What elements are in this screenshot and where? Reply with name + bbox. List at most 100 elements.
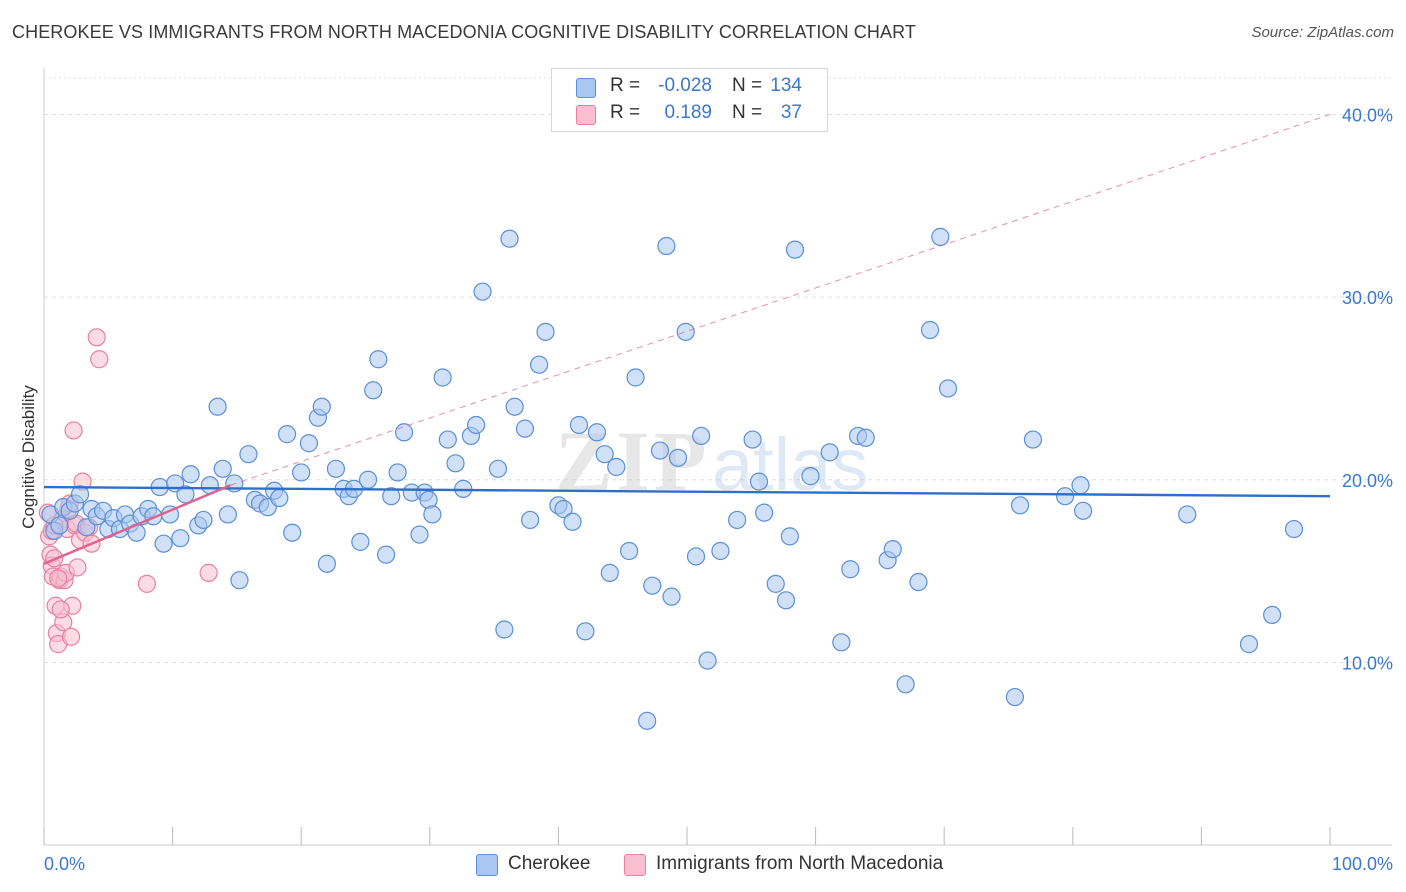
data-point-cherokee: [1071, 476, 1090, 495]
gridlines: [44, 77, 1392, 663]
data-point-cherokee: [317, 554, 337, 573]
data-point-cherokee: [554, 499, 573, 519]
data-point-cherokee: [607, 457, 626, 477]
data-point-cherokee: [208, 397, 227, 416]
data-point-north-macedonia: [51, 600, 70, 619]
n-label: N =: [732, 102, 763, 123]
north-macedonia-legend-swatch: [624, 854, 646, 876]
data-point-cherokee: [1239, 635, 1259, 654]
data-point-cherokee: [423, 505, 442, 524]
data-point-cherokee: [1073, 501, 1093, 520]
data-point-cherokee: [1005, 687, 1025, 707]
data-point-cherokee: [692, 426, 711, 446]
data-point-cherokee: [358, 470, 378, 489]
data-point-cherokee: [410, 525, 429, 544]
data-point-cherokee: [433, 368, 452, 387]
data-point-cherokee: [650, 441, 670, 460]
y-tick-label: 40.0%: [1342, 106, 1393, 126]
data-point-cherokee: [657, 236, 676, 256]
data-point-cherokee: [530, 355, 549, 374]
data-point-cherokee: [521, 510, 540, 530]
data-point-cherokee: [820, 443, 839, 462]
data-point-cherokee: [1023, 430, 1043, 449]
data-point-cherokee: [438, 430, 457, 449]
data-point-cherokee: [563, 512, 582, 531]
data-point-cherokee: [230, 571, 249, 590]
data-point-cherokee: [70, 485, 90, 504]
cherokee-legend-swatch: [476, 854, 498, 876]
data-point-cherokee: [626, 368, 645, 387]
data-point-cherokee: [896, 675, 915, 694]
data-point-cherokee: [194, 510, 213, 530]
data-point-cherokee: [369, 350, 388, 369]
trend-lines: [43, 114, 1331, 565]
data-point-cherokee: [277, 425, 297, 444]
data-point-north-macedonia: [61, 627, 81, 646]
data-point-cherokee: [466, 415, 486, 435]
data-point-cherokee: [213, 459, 232, 478]
data-point-north-macedonia: [137, 574, 156, 593]
data-point-cherokee: [676, 322, 695, 341]
r-label: R =: [610, 75, 641, 96]
data-point-cherokee: [728, 510, 747, 530]
data-point-cherokee: [376, 545, 396, 564]
data-point-cherokee: [668, 448, 688, 467]
north-macedonia-swatch: [576, 105, 596, 125]
data-point-cherokee: [780, 527, 799, 546]
data-point-cherokee: [218, 505, 237, 524]
r-label: R =: [610, 102, 641, 123]
n-value: 134: [770, 75, 802, 96]
data-point-cherokee: [171, 529, 190, 548]
chart-title: CHEROKEE VS IMMIGRANTS FROM NORTH MACEDO…: [12, 22, 916, 42]
data-point-cherokee: [181, 465, 200, 484]
data-point-cherokee: [856, 428, 875, 447]
data-point-cherokee: [1263, 605, 1282, 625]
data-point-cherokee: [576, 622, 595, 641]
data-point-cherokee: [785, 240, 805, 259]
data-point-cherokee: [388, 463, 407, 482]
y-tick-label: 20.0%: [1342, 471, 1393, 491]
data-point-cherokee: [711, 541, 730, 561]
data-point-cherokee: [50, 516, 69, 535]
data-point-cherokee: [883, 540, 902, 559]
data-point-cherokee: [326, 459, 346, 478]
data-point-cherokee: [1284, 519, 1304, 539]
north-macedonia-legend-label: Immigrants from North Macedonia: [656, 853, 944, 874]
correlation-legend: R = -0.028 N = 134 R = 0.189 N = 37: [551, 68, 828, 132]
x-tick-label: 0.0%: [44, 854, 85, 874]
data-point-cherokee: [292, 463, 311, 482]
cherokee-swatch: [576, 78, 596, 98]
data-point-cherokee: [154, 534, 173, 553]
data-point-cherokee: [500, 229, 519, 248]
data-point-cherokee: [686, 547, 706, 566]
data-point-cherokee: [620, 541, 639, 561]
data-point-cherokee: [382, 487, 401, 506]
data-point-north-macedonia: [87, 328, 106, 347]
data-point-cherokee: [587, 423, 607, 442]
x-tick-label: 100.0%: [1332, 854, 1393, 874]
data-point-cherokee: [351, 532, 370, 551]
data-point-cherokee: [931, 227, 950, 246]
data-point-cherokee: [841, 560, 860, 579]
data-point-cherokee: [920, 320, 940, 340]
data-point-cherokee: [801, 467, 820, 486]
data-point-cherokee: [1055, 487, 1075, 506]
data-point-cherokee: [938, 379, 958, 398]
data-point-cherokee: [312, 397, 331, 416]
data-point-cherokee: [569, 415, 589, 435]
data-point-cherokee: [515, 419, 535, 438]
data-point-cherokee: [283, 523, 302, 542]
data-point-cherokee: [755, 503, 774, 522]
data-point-cherokee: [364, 381, 383, 400]
data-point-cherokee: [1178, 505, 1197, 524]
n-value: 37: [780, 102, 802, 123]
data-point-cherokee: [495, 620, 514, 639]
data-point-cherokee: [505, 397, 524, 416]
data-point-cherokee: [595, 445, 614, 464]
cherokee-legend-label: Cherokee: [508, 853, 591, 874]
data-point-cherokee: [766, 574, 785, 593]
data-point-cherokee: [698, 651, 717, 670]
data-point-cherokee: [909, 572, 928, 592]
source-label: Source: ZipAtlas.com: [1251, 24, 1394, 41]
